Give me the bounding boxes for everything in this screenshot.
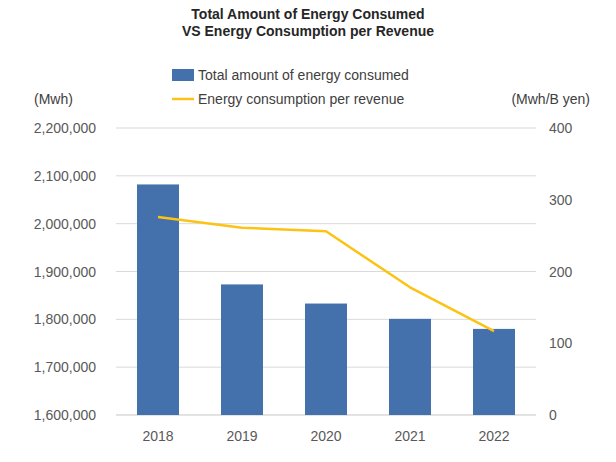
title-line: VS Energy Consumption per Revenue	[182, 23, 434, 39]
x-tick-label: 2021	[394, 428, 425, 444]
y-tick-label: 1,700,000	[34, 359, 96, 375]
grid-line	[116, 175, 536, 176]
y2-tick-label: 0	[549, 407, 557, 423]
y2-tick-label: 100	[549, 335, 573, 351]
legend-label: Total amount of energy consumed	[198, 67, 409, 83]
y-tick-label: 1,900,000	[34, 264, 96, 280]
x-tick-label: 2019	[226, 428, 257, 444]
y2-tick-label: 200	[549, 264, 573, 280]
legend-swatch	[172, 69, 194, 81]
y2-tick-label: 400	[549, 120, 573, 136]
legend-label: Energy consumption per revenue	[198, 91, 404, 107]
x-tick-label: 2022	[478, 428, 509, 444]
x-tick-label: 2018	[142, 428, 173, 444]
bar	[221, 284, 263, 415]
title-line: Total Amount of Energy Consumed	[191, 6, 424, 22]
legend-swatch	[172, 98, 194, 101]
bar	[305, 304, 347, 415]
y-tick-label: 2,000,000	[34, 216, 96, 232]
chart: Total Amount of Energy ConsumedVS Energy…	[0, 0, 616, 462]
bar	[389, 319, 431, 415]
y2-tick-label: 300	[549, 192, 573, 208]
y-tick-label: 2,200,000	[34, 120, 96, 136]
y2-axis-label: (Mwh/B yen)	[511, 91, 590, 107]
plot-area	[137, 184, 515, 415]
y-tick-label: 1,600,000	[34, 407, 96, 423]
y-tick-label: 2,100,000	[34, 168, 96, 184]
grid-line	[116, 128, 536, 129]
bar	[473, 329, 515, 415]
line	[158, 217, 494, 331]
x-tick-label: 2020	[310, 428, 341, 444]
title: Total Amount of Energy ConsumedVS Energy…	[182, 6, 434, 39]
y-axis-label: (Mwh)	[34, 91, 73, 107]
y-tick-label: 1,800,000	[34, 311, 96, 327]
